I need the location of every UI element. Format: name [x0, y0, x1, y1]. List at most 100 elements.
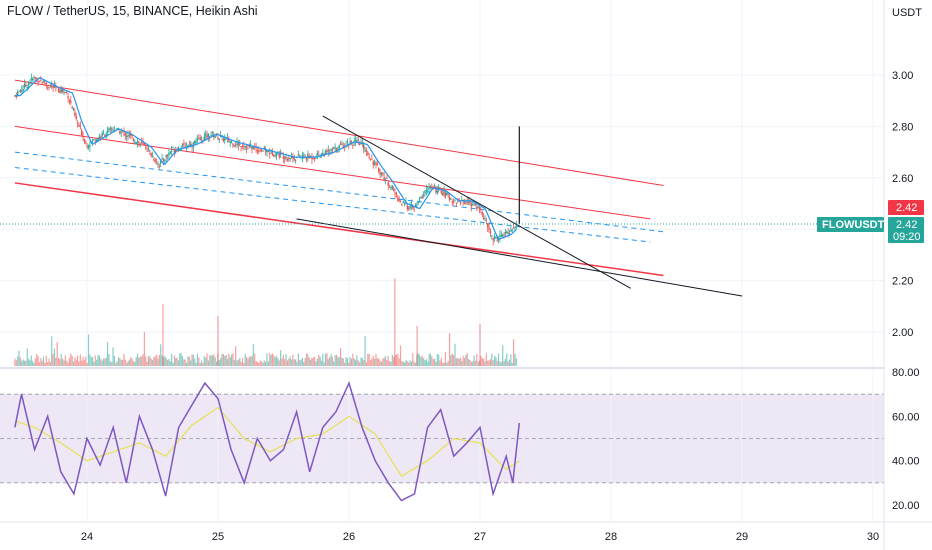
volume-bar — [361, 357, 363, 366]
trendline-1[interactable] — [322, 115, 631, 289]
candle-body — [132, 138, 135, 142]
volume-bar — [292, 354, 294, 366]
volume-bar — [432, 359, 434, 366]
volume-bar — [32, 360, 34, 366]
volume-bar — [56, 341, 58, 366]
candle-body — [271, 151, 274, 156]
candle-body — [44, 82, 46, 84]
last-price-text: 2.42 — [896, 219, 917, 231]
volume-bar — [70, 353, 72, 366]
volume-bar — [293, 359, 295, 366]
volume-bar — [250, 356, 252, 366]
candle-body — [285, 156, 287, 159]
rsi-axis-ticks: 20.00 40.00 60.00 80.00 — [892, 367, 920, 512]
channel-mid-line — [14, 125, 651, 220]
volume-bar — [142, 354, 144, 366]
candle-body — [263, 147, 265, 149]
candle-body — [380, 172, 383, 175]
volume-bar — [390, 361, 392, 366]
volume-bar — [331, 356, 333, 366]
volume-bar — [281, 358, 283, 366]
volume-bar — [150, 358, 152, 366]
volume-bar — [205, 357, 207, 366]
volume-bar — [493, 355, 496, 366]
volume-bar — [461, 361, 463, 366]
candle-body — [409, 205, 411, 209]
volume-bar — [139, 356, 141, 366]
candle-body — [480, 209, 482, 211]
volume-bar — [97, 354, 99, 366]
candle-body — [194, 140, 196, 144]
candle-body — [140, 142, 143, 144]
candle-body — [290, 156, 293, 159]
trendlines[interactable] — [296, 115, 743, 297]
candle-body — [142, 141, 144, 144]
volume-bar — [131, 358, 133, 366]
volume-bar — [338, 357, 340, 366]
volume-bar — [214, 357, 216, 366]
candle-body — [288, 157, 290, 159]
candle-body — [451, 201, 453, 203]
volume-bar — [344, 362, 346, 366]
candle-body — [172, 147, 174, 149]
volume-bar — [168, 358, 170, 366]
volume-bar — [157, 358, 159, 366]
volume-bar — [346, 358, 348, 366]
candle-body — [83, 139, 86, 142]
volume-bar — [364, 336, 366, 366]
candle-body — [341, 143, 343, 146]
volume-bar — [515, 358, 517, 366]
candle-body — [228, 138, 230, 142]
candle-body — [267, 151, 270, 153]
candle-body — [454, 199, 456, 201]
volume-bar — [491, 353, 493, 366]
candle-body — [339, 143, 342, 145]
candle-body — [98, 136, 101, 138]
candle-body — [240, 146, 242, 148]
volume-bar — [484, 361, 486, 366]
time-axis-ticks[interactable]: 24 25 26 27 28 29 30 — [81, 531, 879, 543]
candle-body — [45, 83, 47, 85]
candle-body — [169, 152, 171, 154]
candle-body — [153, 158, 155, 161]
volume-bar — [286, 360, 289, 366]
volume-bar — [100, 358, 102, 366]
candle-body — [102, 133, 105, 135]
volume-bar — [161, 355, 163, 366]
volume-bar — [326, 353, 328, 366]
candle-body — [157, 164, 159, 166]
candle-body — [206, 135, 208, 139]
candle-body — [450, 198, 452, 200]
candle-body — [237, 142, 240, 146]
candle-body — [63, 91, 65, 93]
trendline-2[interactable] — [296, 218, 743, 297]
volume-bar — [173, 355, 175, 366]
volume-bar — [495, 357, 497, 366]
rsi-tick-label: 80.00 — [892, 367, 920, 379]
candle-body — [52, 86, 54, 88]
candle-body — [81, 130, 83, 136]
candle-body — [259, 150, 261, 152]
volume-bar — [413, 361, 415, 366]
volume-bar — [389, 361, 391, 366]
candle-body — [278, 154, 280, 158]
volume-bar — [278, 360, 280, 366]
candle-body — [145, 147, 147, 149]
volume-bar — [462, 355, 464, 366]
candle-body — [264, 149, 267, 153]
candle-body — [495, 236, 497, 238]
volume-bar — [226, 358, 229, 366]
volume-bar — [312, 357, 314, 366]
volume-bar — [334, 355, 336, 366]
candle-body — [127, 135, 129, 137]
rsi-line — [14, 380, 521, 502]
volume-bar — [51, 336, 53, 366]
candle-body — [266, 149, 268, 153]
volume-bar — [465, 354, 467, 366]
volume-bar — [25, 360, 27, 366]
candle-body — [488, 227, 490, 230]
candle-body — [82, 136, 84, 138]
volume-bar — [393, 357, 395, 366]
volume-bar — [367, 353, 369, 366]
